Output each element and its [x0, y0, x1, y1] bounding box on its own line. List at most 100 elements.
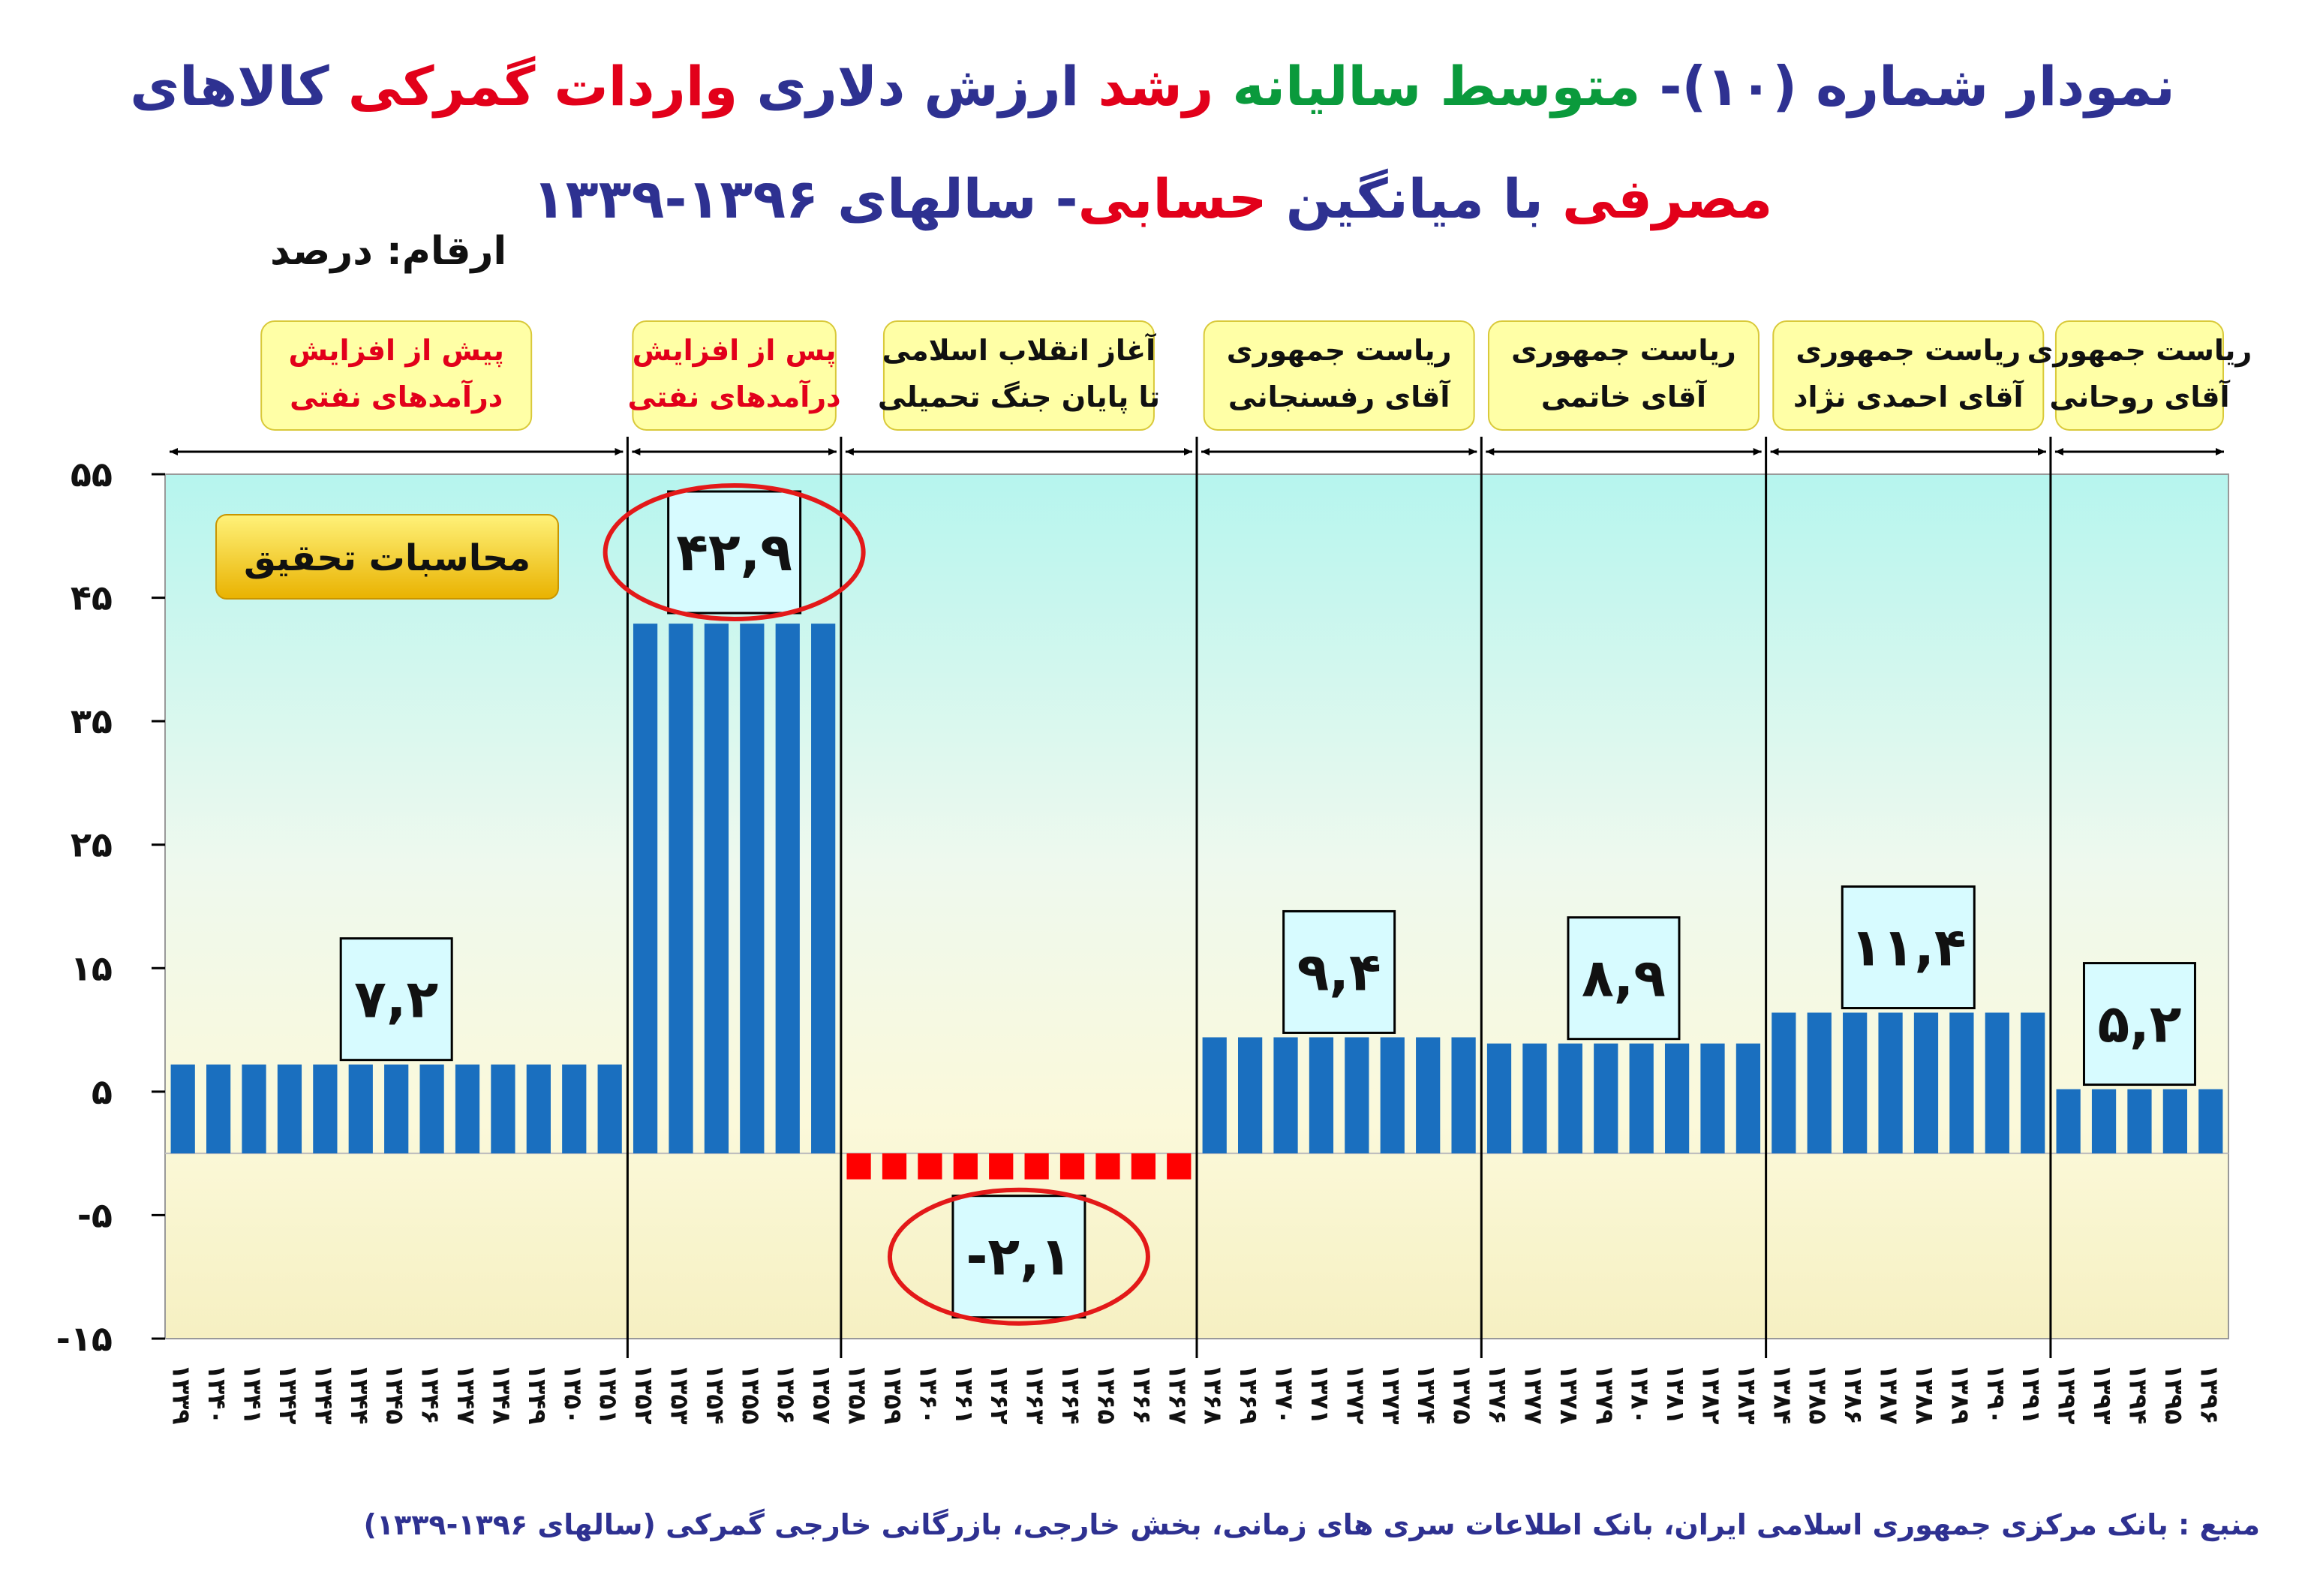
data-label: ۷,۲	[339, 937, 453, 1062]
svg-text:۱۳۸۰: ۱۳۸۰	[1626, 1364, 1655, 1425]
bar	[1345, 1037, 1369, 1154]
x-tick-label: ۱۳۶۱	[950, 1364, 979, 1425]
data-label-text: ۷,۲	[354, 969, 438, 1030]
y-tick-label: ۵۵	[71, 454, 113, 494]
bar	[419, 1064, 444, 1154]
svg-text:۱۳۸۶: ۱۳۸۶	[1839, 1364, 1868, 1425]
x-tick-label: ۱۳۶۹	[1234, 1364, 1264, 1425]
x-tick-label: ۱۳۵۷	[807, 1364, 837, 1425]
bar	[1024, 1153, 1049, 1180]
title-segment: ارزش دلاری	[738, 55, 1098, 118]
bar	[170, 1064, 195, 1154]
period-header: آغاز انقلاب اسلامی تا پایان جنگ تحمیلی	[878, 320, 1160, 431]
x-tick-label: ۱۳۷۸	[1555, 1364, 1584, 1425]
svg-text:۱۳۷۱: ۱۳۷۱	[1306, 1364, 1335, 1425]
svg-text:۱۳۸۷: ۱۳۸۷	[1875, 1364, 1904, 1425]
svg-text:۱۳۸۵: ۱۳۸۵	[1804, 1364, 1833, 1425]
x-tick-label: ۱۳۷۴	[1412, 1364, 1441, 1425]
bar	[1095, 1153, 1120, 1180]
bar	[1878, 1012, 1903, 1154]
period-header: پیش از افزایش درآمدهای نفتی	[260, 320, 533, 431]
x-tick-label: ۱۳۴۵	[380, 1364, 410, 1425]
x-tick-label: ۱۳۸۵	[1804, 1364, 1833, 1425]
title-segment: با میانگین	[1267, 167, 1563, 230]
svg-text:۱۳۶۶: ۱۳۶۶	[1128, 1364, 1157, 1425]
svg-text:۱۳۹۶: ۱۳۹۶	[2195, 1364, 2224, 1425]
title-segment: کالاهای	[130, 55, 348, 118]
chart-title: نمودار شماره (۱۰)- متوسط سالیانه رشد ارز…	[30, 30, 2275, 255]
x-tick-label: ۱۳۶۴	[1056, 1364, 1086, 1425]
period-header: پس از افزایش درآمدهای نفتی	[628, 320, 841, 431]
bar	[597, 1064, 622, 1154]
bar	[1629, 1043, 1654, 1154]
svg-text:۱۳۴۱: ۱۳۴۱	[239, 1364, 268, 1425]
svg-text:۱۳۵۷: ۱۳۵۷	[807, 1364, 837, 1425]
x-tick-label: ۱۳۹۱	[2017, 1364, 2046, 1425]
bar	[2021, 1012, 2045, 1154]
title-segment: نمودار شماره (۱۰)-	[1640, 55, 2175, 118]
x-tick-label: ۱۳۶۶	[1128, 1364, 1157, 1425]
svg-text:۱۳۷۷: ۱۳۷۷	[1519, 1364, 1548, 1425]
svg-text:۱۳۹۳: ۱۳۹۳	[2088, 1364, 2117, 1425]
x-tick-label: ۱۳۴۱	[239, 1364, 268, 1425]
bar	[775, 624, 800, 1154]
x-tick-label: ۱۳۵۶	[772, 1364, 801, 1425]
svg-text:۱۳۷۲: ۱۳۷۲	[1341, 1364, 1370, 1425]
x-tick-label: ۱۳۹۳	[2088, 1364, 2117, 1425]
bar	[704, 624, 729, 1154]
svg-text:۱۳۴۸: ۱۳۴۸	[487, 1364, 516, 1425]
bar	[882, 1153, 907, 1180]
svg-text:۱۳۶۸: ۱۳۶۸	[1199, 1364, 1228, 1425]
bar	[1664, 1043, 1690, 1154]
bar	[1985, 1012, 2009, 1154]
bar	[1807, 1012, 1832, 1154]
bar	[846, 1153, 871, 1180]
bar	[242, 1064, 266, 1154]
period-label: آقای احمدی نژاد	[1793, 379, 2024, 413]
title-segment: مصرفی	[1562, 167, 1773, 230]
svg-text:۱۳۷۴: ۱۳۷۴	[1412, 1364, 1441, 1425]
bar	[633, 624, 658, 1154]
x-tick-label: ۱۳۳۹	[167, 1364, 197, 1425]
x-tick-label: ۱۳۵۴	[701, 1364, 730, 1425]
svg-text:۱۳۶۳: ۱۳۶۳	[1021, 1364, 1050, 1425]
bar	[1131, 1153, 1156, 1180]
period-header: ریاست جمهوری آقای احمدی نژاد	[1772, 320, 2045, 431]
period-label: ریاست جمهوری	[1796, 334, 2021, 367]
period-label: آقای روحانی	[2049, 379, 2230, 414]
svg-text:۱۳۸۳: ۱۳۸۳	[1733, 1364, 1762, 1425]
y-tick-label: -۱۵	[56, 1318, 113, 1359]
x-tick-label: ۱۳۴۷	[452, 1364, 481, 1425]
bar	[1167, 1153, 1192, 1180]
svg-text:۱۳۴۹: ۱۳۴۹	[523, 1364, 552, 1425]
bar	[2056, 1089, 2081, 1154]
unit-label: ارقام: درصد	[270, 229, 507, 274]
x-tick-label: ۱۳۸۲	[1697, 1364, 1726, 1425]
x-tick-label: ۱۳۴۰	[203, 1364, 232, 1425]
bar	[918, 1153, 942, 1180]
svg-text:۱۳۵۹: ۱۳۵۹	[879, 1364, 908, 1425]
y-tick-label: ۵	[92, 1072, 113, 1112]
svg-text:۱۳۶۴: ۱۳۶۴	[1056, 1364, 1086, 1425]
svg-text:۱۳۵۶: ۱۳۵۶	[772, 1364, 801, 1425]
x-tick-label: ۱۳۸۹	[1946, 1364, 1975, 1425]
source-note: منبع : بانک مرکزی جمهوری اسلامی ایران، ب…	[363, 1508, 2260, 1541]
x-tick-label: ۱۳۶۰	[914, 1364, 943, 1425]
title-segment: رشد	[1098, 55, 1214, 118]
x-tick-label: ۱۳۴۴	[345, 1364, 374, 1425]
x-tick-label: ۱۳۴۶	[416, 1364, 446, 1425]
x-tick-label: ۱۳۸۷	[1875, 1364, 1904, 1425]
y-tick-label: ۴۵	[71, 578, 113, 618]
svg-text:۱۳۷۹: ۱۳۷۹	[1590, 1364, 1619, 1425]
x-tick-label: ۱۳۷۹	[1590, 1364, 1619, 1425]
bar	[1843, 1012, 1868, 1154]
svg-text:۱۳۶۵: ۱۳۶۵	[1092, 1364, 1121, 1425]
bar	[989, 1153, 1014, 1180]
x-tick-label: ۱۳۷۱	[1306, 1364, 1335, 1425]
x-tick-label: ۱۳۸۰	[1626, 1364, 1655, 1425]
svg-text:۱۳۵۸: ۱۳۵۸	[843, 1364, 873, 1425]
x-tick-label: ۱۳۸۶	[1839, 1364, 1868, 1425]
title-segment: - سالهای ۱۳۹۶-۱۳۳۹	[532, 167, 1078, 230]
svg-text:۱۳۹۲: ۱۳۹۲	[2053, 1364, 2082, 1425]
data-label: ۹,۴	[1282, 909, 1396, 1034]
